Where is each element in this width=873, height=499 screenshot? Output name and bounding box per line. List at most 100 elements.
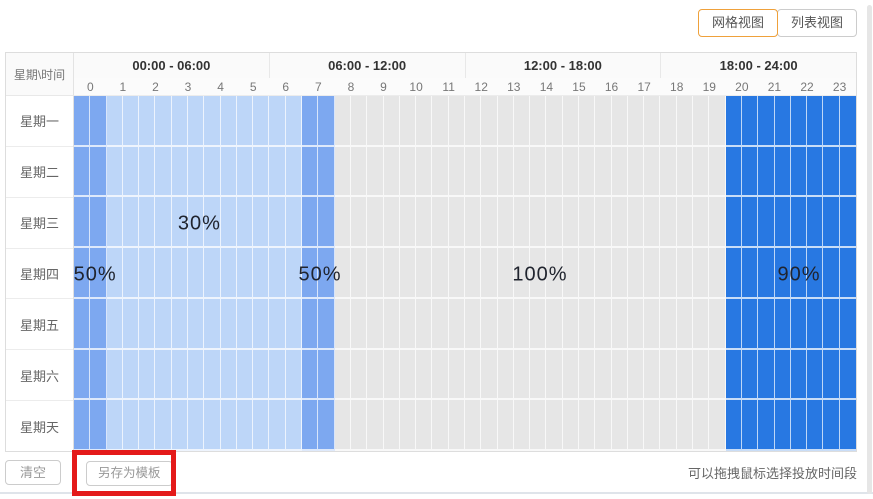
schedule-cell[interactable] [220,96,237,147]
schedule-cell[interactable] [807,96,824,147]
schedule-cell[interactable] [155,248,172,299]
schedule-cell[interactable] [579,400,596,452]
schedule-cell[interactable] [562,96,580,147]
schedule-cell[interactable] [285,197,303,249]
schedule-cell[interactable] [122,197,140,249]
schedule-cell[interactable] [122,96,140,147]
schedule-cell[interactable] [513,298,531,350]
schedule-cell[interactable] [644,248,661,299]
schedule-cell[interactable] [334,400,351,452]
schedule-cell[interactable] [432,248,449,299]
schedule-cell[interactable] [513,96,531,147]
schedule-cell[interactable] [530,349,547,401]
schedule-cell[interactable] [74,146,91,198]
schedule-cell[interactable] [562,197,580,249]
schedule-cell[interactable] [269,197,286,249]
schedule-cell[interactable] [318,349,335,401]
schedule-cell[interactable] [693,146,710,198]
schedule-cell[interactable] [90,146,107,198]
schedule-cell[interactable] [269,400,286,452]
schedule-cell[interactable] [383,197,400,249]
schedule-cell[interactable] [139,349,156,401]
schedule-cell[interactable] [530,146,547,198]
schedule-cell[interactable] [139,298,156,350]
schedule-cell[interactable] [334,197,351,249]
schedule-cell[interactable] [188,400,205,452]
schedule-cell[interactable] [839,298,856,350]
schedule-cell[interactable] [432,298,449,350]
schedule-cell[interactable] [139,146,156,198]
save-as-template-button[interactable]: 另存为模板 [86,461,173,486]
schedule-cell[interactable] [693,349,710,401]
schedule-cell[interactable] [823,146,840,198]
schedule-cell[interactable] [171,197,189,249]
schedule-cell[interactable] [497,146,514,198]
schedule-cell[interactable] [823,400,840,452]
schedule-cell[interactable] [660,96,677,147]
schedule-cell[interactable] [464,298,482,350]
schedule-cell[interactable] [416,96,433,147]
schedule-cell[interactable] [383,298,400,350]
schedule-cell[interactable] [253,298,270,350]
schedule-cell[interactable] [823,248,840,299]
schedule-cell[interactable] [269,146,286,198]
schedule-cell[interactable] [74,400,91,452]
schedule-cell[interactable] [204,298,221,350]
schedule-cell[interactable] [562,146,580,198]
schedule-cell[interactable] [383,349,400,401]
schedule-cell[interactable] [399,197,417,249]
schedule-cell[interactable] [155,400,172,452]
schedule-cell[interactable] [188,349,205,401]
schedule-cell[interactable] [204,96,221,147]
schedule-cell[interactable] [383,400,400,452]
schedule-cell[interactable] [627,400,645,452]
schedule-cell[interactable] [513,349,531,401]
schedule-cell[interactable] [807,248,824,299]
schedule-cell[interactable] [399,248,417,299]
schedule-cell[interactable] [302,146,319,198]
schedule-cell[interactable] [318,197,335,249]
schedule-cell[interactable] [383,96,400,147]
schedule-cell[interactable] [644,298,661,350]
schedule-cell[interactable] [627,298,645,350]
schedule-cell[interactable] [579,248,596,299]
schedule-cell[interactable] [416,349,433,401]
schedule-cell[interactable] [497,400,514,452]
schedule-cell[interactable] [90,96,107,147]
schedule-cell[interactable] [334,349,351,401]
schedule-cell[interactable] [432,197,449,249]
clear-button[interactable]: 清空 [5,460,62,485]
schedule-cell[interactable] [334,248,351,299]
schedule-cell[interactable] [758,96,775,147]
schedule-cell[interactable] [171,349,189,401]
schedule-cell[interactable] [546,197,563,249]
schedule-cell[interactable] [220,197,237,249]
schedule-cell[interactable] [155,349,172,401]
schedule-cell[interactable] [155,96,172,147]
schedule-cell[interactable] [90,400,107,452]
schedule-cell[interactable] [285,248,303,299]
schedule-cell[interactable] [302,96,319,147]
schedule-cell[interactable] [725,248,742,299]
schedule-cell[interactable] [790,96,808,147]
schedule-cell[interactable] [693,248,710,299]
schedule-cell[interactable] [155,197,172,249]
schedule-cell[interactable] [448,146,465,198]
schedule-cell[interactable] [383,248,400,299]
schedule-cell[interactable] [839,146,856,198]
page-scrollbar[interactable] [867,5,872,494]
schedule-cell[interactable] [350,197,368,249]
schedule-cell[interactable] [758,146,775,198]
schedule-cell[interactable] [269,298,286,350]
schedule-cell[interactable] [839,400,856,452]
schedule-cell[interactable] [416,298,433,350]
schedule-cell[interactable] [334,146,351,198]
schedule-cell[interactable] [807,146,824,198]
schedule-cell[interactable] [839,197,856,249]
schedule-cell[interactable] [90,197,107,249]
schedule-cell[interactable] [464,146,482,198]
schedule-cell[interactable] [432,96,449,147]
schedule-cell[interactable] [432,349,449,401]
schedule-cell[interactable] [546,146,563,198]
schedule-cell[interactable] [285,298,303,350]
